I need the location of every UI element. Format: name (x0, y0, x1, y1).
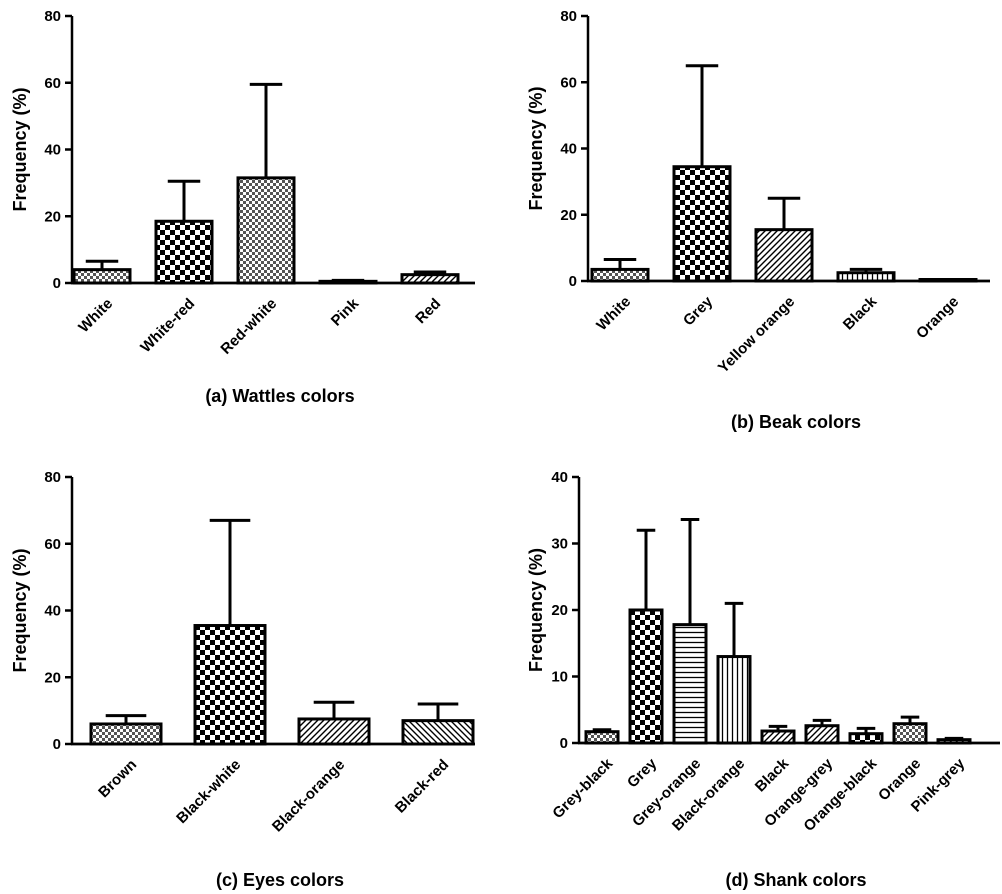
x-label-black-white: Black-white (173, 756, 244, 827)
bar-yellow-orange (754, 228, 814, 283)
bar-grey (628, 608, 664, 745)
x-label-red-white: Red-white (217, 295, 280, 358)
x-label-black-red: Black-red (392, 756, 452, 816)
y-tick-label: 40 (551, 469, 568, 486)
x-label-black: Black (840, 293, 881, 334)
y-tick-label: 60 (44, 536, 61, 553)
y-tick-label: 40 (560, 141, 577, 158)
y-tick-label: 40 (44, 142, 61, 159)
panel-c: 0 20 40 60 80 Frequency (%) Brown Black-white Bl… (10, 469, 475, 890)
panel-a: 0 20 40 60 80 Frequency (%) White White-red Red-… (10, 8, 475, 406)
x-label-grey-black: Grey-black (549, 755, 616, 822)
y-tick-label: 80 (560, 8, 577, 25)
x-label-brown: Brown (95, 756, 140, 801)
x-label-orange: Orange (913, 293, 962, 342)
bar-black (760, 729, 796, 745)
bar-orange-black (848, 732, 884, 745)
bar-black-white (193, 624, 267, 746)
bar-brown (89, 722, 163, 746)
x-label-black-orange: Black-orange (269, 756, 348, 835)
y-tick-label: 20 (44, 669, 61, 686)
y-axis-title: Frequency (%) (526, 86, 546, 210)
bar-black-orange (297, 717, 371, 746)
x-label-black: Black (752, 755, 793, 796)
x-label-yellow-orange: Yellow orange (715, 293, 798, 376)
y-tick-label: 20 (44, 208, 61, 225)
y-tick-label: 20 (560, 207, 577, 224)
y-tick-label: 10 (551, 669, 568, 686)
x-label-grey: Grey (680, 293, 717, 330)
y-tick-label: 0 (569, 273, 577, 290)
x-label-white: White (75, 295, 116, 336)
y-axis-title: Frequency (%) (10, 87, 30, 211)
x-label-white-red: White-red (137, 295, 198, 356)
y-tick-label: 30 (551, 536, 568, 553)
bar-black-red (401, 719, 475, 746)
bar-red (400, 273, 460, 285)
y-tick-label: 60 (44, 75, 61, 92)
bar-red-white (236, 176, 296, 285)
x-label-white: White (593, 293, 634, 334)
y-tick-label: 40 (44, 603, 61, 620)
y-tick-label: 0 (560, 735, 568, 752)
y-tick-label: 60 (560, 74, 577, 91)
x-label-grey: Grey (624, 755, 661, 792)
x-label-red: Red (412, 295, 444, 327)
y-tick-label: 0 (53, 736, 61, 753)
bar-orange-grey (804, 724, 840, 745)
bar-white-red (154, 219, 214, 285)
bar-white (72, 268, 132, 285)
bar-grey-orange (672, 623, 708, 745)
panel-caption: (b) Beak colors (731, 412, 861, 432)
bar-white (590, 267, 650, 283)
y-tick-label: 0 (53, 275, 61, 292)
y-axis-title: Frequency (%) (10, 548, 30, 672)
y-tick-label: 80 (44, 469, 61, 486)
panel-caption: (a) Wattles colors (205, 386, 354, 406)
bar-grey (672, 165, 732, 283)
y-tick-label: 20 (551, 602, 568, 619)
bar-black-orange (716, 655, 752, 745)
panel-caption: (c) Eyes colors (216, 870, 344, 890)
panel-caption: (d) Shank colors (725, 870, 866, 890)
x-label-pink: Pink (328, 295, 363, 330)
y-axis-title: Frequency (%) (526, 548, 546, 672)
y-tick-label: 80 (44, 8, 61, 25)
bar-grey-black (584, 730, 620, 745)
bar-orange (892, 722, 928, 745)
